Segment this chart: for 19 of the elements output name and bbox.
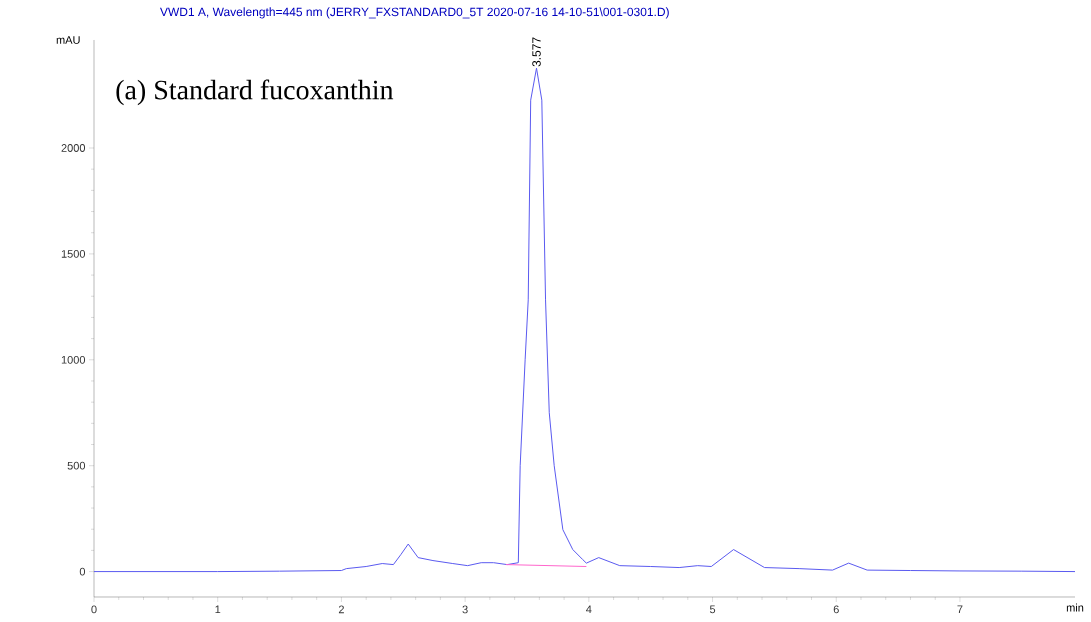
x-tick-label: 0 (91, 605, 97, 614)
x-axis-title: min (1066, 603, 1084, 612)
annotation: 3.577 (532, 37, 541, 67)
y-tick-label: 1000 (61, 355, 86, 364)
y-tick-label: 0 (79, 567, 86, 576)
x-tick-label: 2 (338, 605, 344, 614)
x-tick-label: 1 (215, 605, 221, 614)
y-tick-label: 1500 (61, 250, 86, 258)
x-tick-label: 6 (833, 605, 839, 614)
annotation: (a) Standard fucoxanthin (116, 79, 394, 106)
y-tick-label: 2000 (61, 144, 86, 152)
x-tick-label: 3 (462, 605, 468, 614)
x-tick-label: 7 (957, 605, 963, 614)
x-tick-label: 4 (586, 605, 592, 614)
y-tick-label: 500 (67, 461, 86, 470)
line-series (93, 67, 1076, 573)
y-axis-title: mAU (56, 36, 80, 44)
x-tick-label: 5 (709, 605, 716, 614)
chart-title: VWD1 A, Wavelength=445 nm (JERRY_FXSTANDARD0_5T 2020-07-16 14-10-51\001-0301.D) (159, 7, 669, 19)
